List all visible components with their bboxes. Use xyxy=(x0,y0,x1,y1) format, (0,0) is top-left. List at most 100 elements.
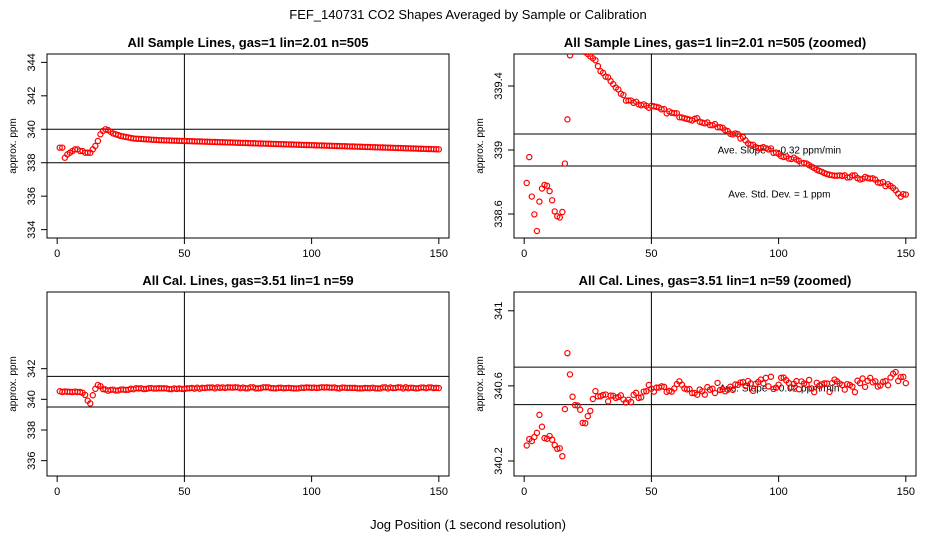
data-point xyxy=(546,187,553,195)
data-point xyxy=(892,368,899,376)
x-tick-label: 150 xyxy=(897,486,915,498)
data-point xyxy=(765,383,772,390)
panel-title: All Sample Lines, gas=1 lin=2.01 n=505 (… xyxy=(564,35,866,50)
data-point xyxy=(749,387,757,395)
y-tick-label: 338 xyxy=(26,154,38,172)
data-point xyxy=(559,208,566,216)
plot-frame xyxy=(46,291,450,477)
data-point xyxy=(589,395,597,403)
figure-title: FEF_140731 CO2 Shapes Averaged by Sample… xyxy=(289,7,646,22)
data-point xyxy=(592,57,599,64)
data-point xyxy=(564,116,571,123)
chart-panel-4: All Cal. Lines, gas=3.51 lin=1 n=59 (zoo… xyxy=(475,273,917,498)
x-tick-label: 0 xyxy=(54,486,60,498)
data-point xyxy=(87,400,94,407)
x-tick-label: 100 xyxy=(769,486,787,498)
data-points xyxy=(56,126,443,161)
data-point xyxy=(579,419,586,427)
data-point xyxy=(556,214,563,221)
y-tick-label: 340.2 xyxy=(493,447,505,475)
y-tick-label: 334 xyxy=(26,220,38,238)
data-point xyxy=(777,374,785,382)
data-point xyxy=(638,394,645,401)
data-point xyxy=(767,373,775,380)
data-point xyxy=(584,412,591,420)
x-tick-label: 0 xyxy=(54,248,60,260)
data-point xyxy=(566,371,574,378)
data-point xyxy=(747,141,754,148)
data-point xyxy=(884,382,892,389)
data-points xyxy=(56,381,443,407)
data-point xyxy=(693,391,701,398)
data-point xyxy=(592,387,599,395)
y-axis-label: approx. ppm xyxy=(8,356,19,412)
y-tick-label: 338.6 xyxy=(493,200,505,228)
data-point xyxy=(435,384,443,392)
data-point xyxy=(561,405,569,413)
data-point xyxy=(742,382,749,390)
data-point xyxy=(841,386,848,393)
data-point xyxy=(620,91,627,99)
data-point xyxy=(701,391,709,398)
chart-panel-3: All Cal. Lines, gas=3.51 lin=1 n=59 0 50 10… xyxy=(8,273,450,498)
data-point xyxy=(711,389,719,397)
x-tick-label: 150 xyxy=(430,486,448,498)
y-tick-label: 339.4 xyxy=(493,72,505,100)
chart-panel-1: All Sample Lines, gas=1 lin=2.01 n=505 0 5… xyxy=(8,35,450,260)
data-point xyxy=(556,445,563,452)
x-tick-label: 100 xyxy=(302,486,320,498)
data-points xyxy=(523,349,910,460)
data-point xyxy=(599,391,607,399)
panel-annotation: Ave. Slope = 0.02 ppm/min xyxy=(719,383,839,394)
data-point xyxy=(569,393,576,400)
data-point xyxy=(533,227,541,235)
data-point xyxy=(716,124,724,131)
data-point xyxy=(536,198,543,205)
data-point xyxy=(640,388,647,395)
panel-title: All Cal. Lines, gas=3.51 lin=1 n=59 (zoo… xyxy=(579,273,852,288)
panel-title: All Sample Lines, gas=1 lin=2.01 n=505 xyxy=(128,35,369,50)
data-point xyxy=(559,452,566,460)
data-point xyxy=(856,379,864,387)
x-tick-label: 150 xyxy=(897,248,915,260)
data-point xyxy=(548,197,556,204)
data-point xyxy=(658,106,665,113)
data-point xyxy=(594,62,602,70)
y-tick-label: 341 xyxy=(493,302,505,320)
data-point xyxy=(571,401,579,409)
data-point xyxy=(543,182,551,189)
chart-panel-2: All Sample Lines, gas=1 lin=2.01 n=505 (… xyxy=(475,35,917,260)
data-point xyxy=(526,153,533,161)
data-point xyxy=(433,146,440,153)
data-point xyxy=(658,383,665,390)
plot-frame xyxy=(513,53,917,239)
data-point xyxy=(531,211,538,218)
data-point xyxy=(811,388,818,396)
panel-annotation: Ave. Std. Dev. = 1 ppm xyxy=(728,190,830,201)
data-point xyxy=(643,388,650,395)
y-tick-label: 340 xyxy=(26,120,38,138)
data-point xyxy=(604,398,612,405)
plot-frame xyxy=(513,291,917,477)
data-point xyxy=(683,386,691,393)
y-axis-label: approx. ppm xyxy=(475,356,486,412)
data-point xyxy=(803,381,810,389)
data-point xyxy=(59,144,66,151)
x-tick-label: 0 xyxy=(521,486,527,498)
data-point xyxy=(826,388,833,396)
data-point xyxy=(533,429,541,437)
data-point xyxy=(554,445,561,453)
data-point xyxy=(564,349,571,357)
data-point xyxy=(849,172,856,179)
x-tick-label: 100 xyxy=(302,248,320,260)
data-point xyxy=(714,379,721,387)
panels: All Sample Lines, gas=1 lin=2.01 n=505 0 5… xyxy=(8,35,917,498)
data-point xyxy=(729,386,737,394)
data-point xyxy=(851,388,859,396)
x-tick-label: 50 xyxy=(178,486,190,498)
data-point xyxy=(523,442,530,449)
x-tick-label: 150 xyxy=(430,248,448,260)
data-point xyxy=(607,392,614,399)
y-tick-label: 340.6 xyxy=(493,372,505,400)
